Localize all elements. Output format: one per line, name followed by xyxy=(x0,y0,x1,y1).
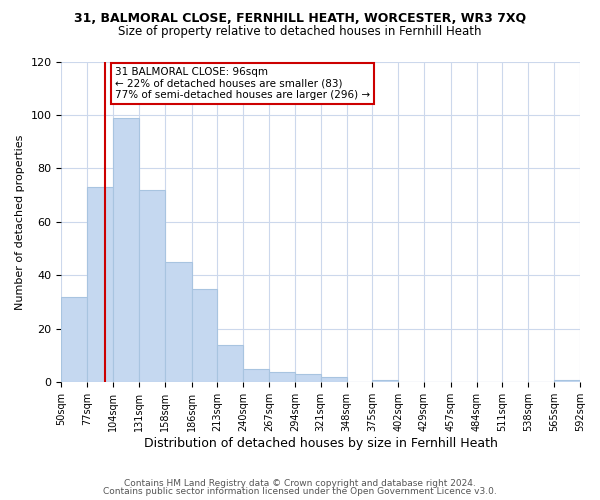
Text: 31, BALMORAL CLOSE, FERNHILL HEATH, WORCESTER, WR3 7XQ: 31, BALMORAL CLOSE, FERNHILL HEATH, WORC… xyxy=(74,12,526,26)
Bar xyxy=(295,374,321,382)
Bar xyxy=(139,190,165,382)
Text: Contains public sector information licensed under the Open Government Licence v3: Contains public sector information licen… xyxy=(103,487,497,496)
Bar xyxy=(373,380,398,382)
Bar xyxy=(217,345,243,383)
Bar xyxy=(87,187,113,382)
Bar xyxy=(269,372,295,382)
Bar xyxy=(554,380,580,382)
Text: Contains HM Land Registry data © Crown copyright and database right 2024.: Contains HM Land Registry data © Crown c… xyxy=(124,478,476,488)
Text: 31 BALMORAL CLOSE: 96sqm
← 22% of detached houses are smaller (83)
77% of semi-d: 31 BALMORAL CLOSE: 96sqm ← 22% of detach… xyxy=(115,67,370,100)
Bar xyxy=(243,369,269,382)
Bar xyxy=(191,289,217,382)
Bar xyxy=(61,297,87,382)
Y-axis label: Number of detached properties: Number of detached properties xyxy=(15,134,25,310)
Bar xyxy=(165,262,191,382)
Text: Size of property relative to detached houses in Fernhill Heath: Size of property relative to detached ho… xyxy=(118,25,482,38)
X-axis label: Distribution of detached houses by size in Fernhill Heath: Distribution of detached houses by size … xyxy=(144,437,497,450)
Bar xyxy=(113,118,139,382)
Bar xyxy=(321,377,347,382)
